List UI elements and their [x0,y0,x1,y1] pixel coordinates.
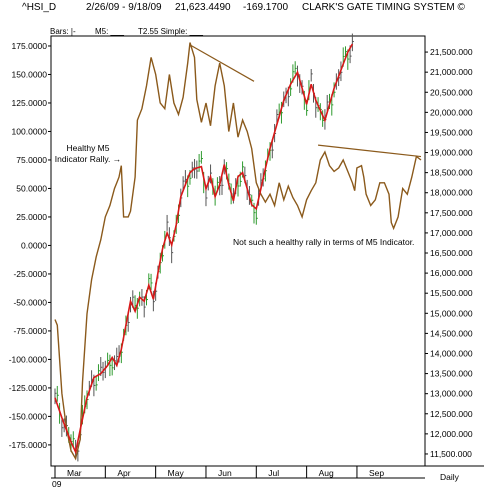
right-tick-label: 18,000.000 [430,188,473,198]
left-tick-label: 75.0000 [16,155,47,165]
month-label: Mar [67,468,82,478]
legend-bars: Bars: |- [50,27,76,36]
right-tick-label: 13,000.000 [430,389,473,399]
right-tick-label: 18,500.000 [430,168,473,178]
left-tick-label: 150.0000 [12,69,48,79]
right-tick-label: 17,500.000 [430,208,473,218]
month-label: May [168,468,185,478]
left-tick-label: 100.0000 [12,126,48,136]
header-last-price: 21,623.4490 [175,2,231,13]
right-tick-label: 19,000.000 [430,148,473,158]
m5-indicator-line [54,42,422,461]
left-tick-label: -25.0000 [13,269,47,279]
right-tick-label: 15,000.000 [430,308,473,318]
right-tick-label: 20,000.000 [430,107,473,117]
right-tick-label: 12,000.000 [430,429,473,439]
right-tick-label: 21,000.000 [430,67,473,77]
header-change: -169.1700 [243,2,289,13]
month-label: Jul [268,468,279,478]
month-label: Jun [218,468,232,478]
right-tick-label: 12,500.000 [430,409,473,419]
header-symbol: ^HSI_D [22,2,57,13]
annotation-healthy-rally-line1: Healthy M5 [67,143,110,153]
legend-m5: M5: ___ [95,27,124,36]
right-tick-label: 16,500.000 [430,248,473,258]
left-tick-label: -125.0000 [9,383,48,393]
right-tick-label: 21,500.000 [430,47,473,57]
right-tick-label: 20,500.000 [430,87,473,97]
right-tick-label: 15,500.000 [430,288,473,298]
divergence-trendline [189,44,255,82]
t255-simple-line [54,43,354,455]
annotation-healthy-rally-line2: Indicator Rally. → [55,154,121,164]
year-label: 09 [52,479,62,489]
left-tick-label: 125.0000 [12,98,48,108]
header-system-name: CLARK'S GATE TIMING SYSTEM © [302,2,465,13]
timeframe-label: Daily [440,472,460,482]
right-tick-label: 16,000.000 [430,268,473,278]
left-tick-label: -175.0000 [9,440,48,450]
header-date-range: 2/26/09 - 9/18/09 [86,2,162,13]
left-tick-label: 0.0000 [21,240,47,250]
left-tick-label: 25.0000 [16,212,47,222]
right-tick-label: 19,500.000 [430,127,473,137]
legend-t255: T2.55 Simple: ___ [138,27,203,36]
right-tick-label: 14,500.000 [430,328,473,338]
month-label: Apr [117,468,130,478]
right-tick-label: 11,500.000 [430,449,472,459]
divergence-trendline [317,144,422,158]
right-tick-label: 14,000.000 [430,348,473,358]
plot-frame [50,35,426,467]
month-label: Aug [319,468,334,478]
left-tick-label: -150.0000 [9,411,48,421]
month-label: Sep [369,468,384,478]
right-tick-label: 17,000.000 [430,228,473,238]
right-tick-label: 13,500.000 [430,369,473,379]
left-tick-label: -100.0000 [9,354,48,364]
annotation-not-healthy-rally: Not such a healthy rally in terms of M5 … [233,237,414,247]
left-tick-label: 50.0000 [16,183,47,193]
left-tick-label: -75.0000 [13,326,47,336]
left-tick-label: -50.0000 [13,297,47,307]
left-tick-label: 175.0000 [12,41,48,51]
